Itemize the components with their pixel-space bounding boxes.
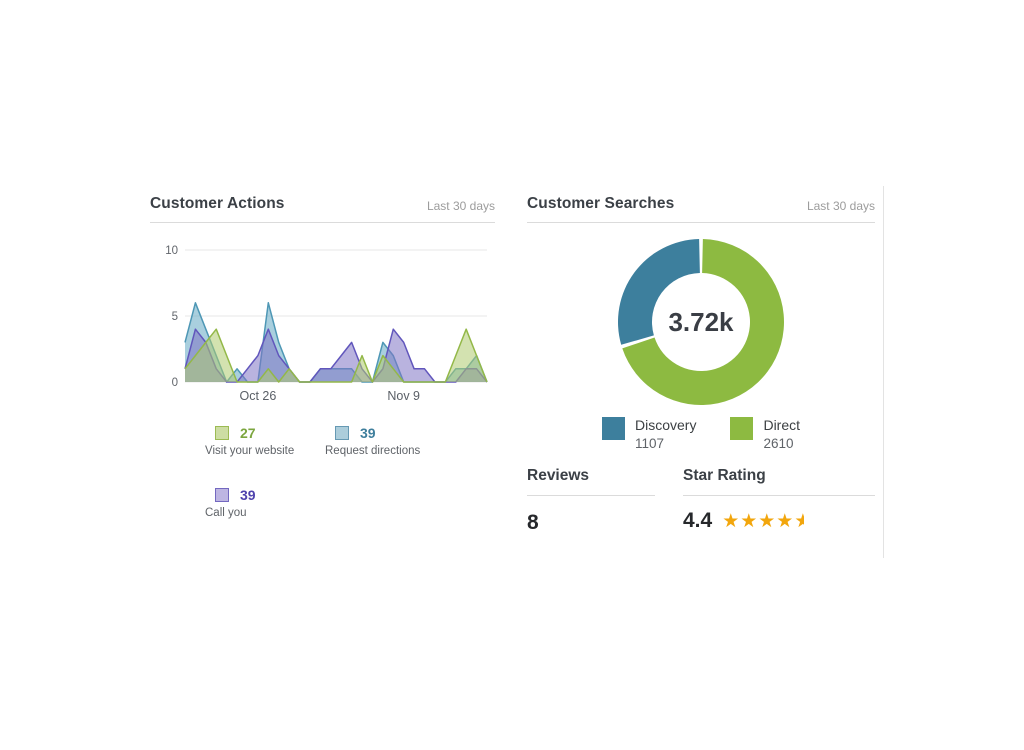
reviews-value: 8 xyxy=(527,511,539,534)
discovery-swatch-icon xyxy=(601,417,625,440)
customer-searches-date-range: Last 30 days xyxy=(806,199,875,213)
visit-website-count: 27 xyxy=(240,425,256,441)
star-rating-title: Star Rating xyxy=(683,467,766,484)
legend-item-visit-website[interactable]: 27 Visit your website xyxy=(205,425,325,457)
call-you-label: Call you xyxy=(205,507,247,519)
reviews-stat: Reviews 8 xyxy=(527,467,655,535)
legend-item-request-directions[interactable]: 39 Request directions xyxy=(325,425,495,457)
discovery-count: 1107 xyxy=(634,436,665,451)
reviews-title: Reviews xyxy=(527,467,590,484)
customer-searches-title: Customer Searches xyxy=(527,195,675,212)
customer-searches-donut-chart[interactable]: 3.72k xyxy=(616,237,786,407)
direct-swatch-icon xyxy=(730,417,754,440)
direct-count: 2610 xyxy=(763,436,794,451)
svg-text:Oct 26: Oct 26 xyxy=(239,389,276,403)
panel-right-divider xyxy=(883,186,884,558)
customer-actions-header: Customer Actions Last 30 days xyxy=(150,195,495,223)
svg-text:Nov 9: Nov 9 xyxy=(387,389,420,403)
customer-actions-date-range: Last 30 days xyxy=(426,199,495,213)
visit-website-swatch-icon xyxy=(215,426,229,440)
visit-website-label: Visit your website xyxy=(205,445,295,457)
svg-text:0: 0 xyxy=(172,377,178,389)
svg-text:3.72k: 3.72k xyxy=(668,307,734,337)
direct-label: Direct xyxy=(763,417,801,433)
customer-actions-area-chart[interactable]: 0 5 10 Oct 26 Nov 9 xyxy=(150,237,495,409)
reviews-divider xyxy=(527,495,655,496)
svg-text:5: 5 xyxy=(172,311,178,323)
star-rating-stat: Star Rating 4.4 ★★★★★ xyxy=(683,467,875,535)
searches-legend: Discovery 1107 Direct 2610 xyxy=(527,417,875,451)
star-rating-divider xyxy=(683,495,875,496)
half-star-icon: ★ xyxy=(794,511,805,531)
call-you-count: 39 xyxy=(240,487,256,503)
customer-actions-panel: Customer Actions Last 30 days 0 5 10 Oct 26… xyxy=(150,195,495,519)
star-rating-value: 4.4 xyxy=(683,509,713,532)
legend-item-discovery[interactable]: Discovery 1107 xyxy=(601,417,697,451)
request-directions-swatch-icon xyxy=(335,426,349,440)
request-directions-label: Request directions xyxy=(325,445,421,457)
stats-row: Reviews 8 Star Rating 4.4 ★★★★★ xyxy=(527,467,875,535)
discovery-label: Discovery xyxy=(634,417,697,433)
searches-donut-wrap: 3.72k xyxy=(527,237,875,407)
star-rating-stars-icon: ★★★★★ xyxy=(722,510,805,532)
customer-searches-panel: Customer Searches Last 30 days 3.72k Dis… xyxy=(527,195,875,535)
request-directions-count: 39 xyxy=(360,425,376,441)
legend-item-direct[interactable]: Direct 2610 xyxy=(730,417,800,451)
svg-text:10: 10 xyxy=(165,245,178,257)
customer-searches-header: Customer Searches Last 30 days xyxy=(527,195,875,223)
customer-actions-title: Customer Actions xyxy=(150,195,285,212)
legend-item-call-you[interactable]: 39 Call you xyxy=(205,487,325,519)
call-you-swatch-icon xyxy=(215,488,229,502)
customer-actions-legend: 27 Visit your website 39 Request directi… xyxy=(205,425,495,519)
